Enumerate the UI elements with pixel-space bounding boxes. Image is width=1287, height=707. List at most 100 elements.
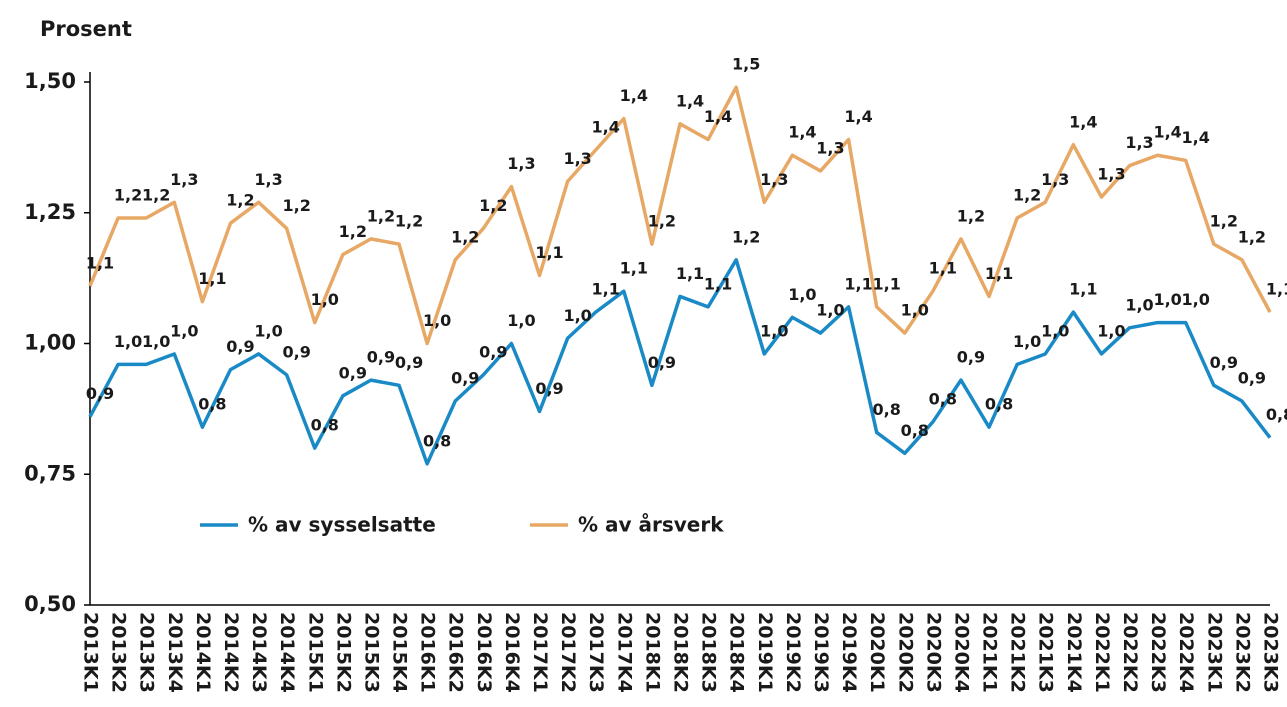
- x-tick-label: 2017K2: [557, 612, 579, 693]
- data-label: 1,3: [563, 149, 591, 168]
- data-label: 1,0: [507, 311, 535, 330]
- data-label: 1,3: [170, 170, 198, 189]
- data-label: 1,0: [1182, 290, 1210, 309]
- x-tick-label: 2022K3: [1147, 612, 1169, 693]
- data-label: 1,2: [142, 185, 170, 204]
- data-label: 0,9: [479, 342, 507, 361]
- x-tick-label: 2016K2: [445, 612, 467, 693]
- data-label: 1,1: [1266, 280, 1287, 299]
- data-label: 1,1: [676, 264, 704, 283]
- y-tick-label: 0,50: [24, 592, 76, 616]
- x-tick-label: 2019K1: [754, 612, 776, 693]
- x-tick-label: 2021K2: [1007, 612, 1029, 693]
- x-tick-label: 2017K1: [529, 612, 551, 693]
- x-tick-label: 2018K4: [726, 612, 748, 693]
- data-label: 1,0: [788, 285, 816, 304]
- data-label: 1,0: [311, 290, 339, 309]
- data-label: 0,8: [1266, 405, 1287, 424]
- x-tick-label: 2023K3: [1260, 612, 1282, 693]
- x-tick-label: 2021K3: [1035, 612, 1057, 693]
- data-label: 1,4: [676, 91, 704, 110]
- x-tick-label: 2021K4: [1063, 612, 1085, 693]
- data-label: 0,8: [311, 416, 339, 435]
- data-label: 0,8: [929, 389, 957, 408]
- x-tick-label: 2014K3: [248, 612, 270, 693]
- data-label: 0,9: [535, 379, 563, 398]
- data-label: 1,4: [704, 107, 732, 126]
- x-tick-label: 2019K2: [782, 612, 804, 693]
- data-label: 0,9: [648, 353, 676, 372]
- data-label: 1,0: [816, 301, 844, 320]
- x-tick-label: 2014K1: [192, 612, 214, 693]
- x-tick-label: 2013K4: [164, 612, 186, 693]
- data-label: 1,2: [367, 206, 395, 225]
- data-label: 1,0: [1125, 295, 1153, 314]
- data-label: 1,3: [254, 170, 282, 189]
- data-label: 1,2: [226, 191, 254, 210]
- x-tick-label: 2022K4: [1175, 612, 1197, 693]
- data-label: 1,3: [760, 170, 788, 189]
- data-label: 1,1: [844, 274, 872, 293]
- x-tick-label: 2020K1: [866, 612, 888, 693]
- x-tick-label: 2019K3: [810, 612, 832, 693]
- x-tick-label: 2022K2: [1119, 612, 1141, 693]
- data-label: 1,2: [1238, 227, 1266, 246]
- x-tick-label: 2016K3: [473, 612, 495, 693]
- x-tick-label: 2017K3: [585, 612, 607, 693]
- data-label: 1,0: [1153, 290, 1181, 309]
- x-tick-label: 2015K1: [304, 612, 326, 693]
- data-label: 0,9: [282, 342, 310, 361]
- legend-label: % av årsverk: [578, 513, 724, 537]
- data-label: 1,4: [620, 86, 648, 105]
- data-label: 1,1: [929, 259, 957, 278]
- data-label: 1,1: [620, 259, 648, 278]
- data-label: 0,8: [901, 421, 929, 440]
- data-label: 0,9: [451, 369, 479, 388]
- data-label: 1,3: [507, 154, 535, 173]
- data-label: 1,3: [816, 138, 844, 157]
- legend-label: % av sysselsatte: [248, 513, 436, 537]
- data-label: 0,8: [872, 400, 900, 419]
- data-label: 1,2: [1210, 212, 1238, 231]
- y-axis-label: Prosent: [40, 17, 132, 41]
- x-tick-label: 2023K1: [1203, 612, 1225, 693]
- data-label: 1,0: [901, 301, 929, 320]
- x-tick-label: 2014K2: [220, 612, 242, 693]
- y-tick-label: 1,25: [24, 200, 76, 224]
- data-label: 1,2: [1013, 185, 1041, 204]
- x-tick-label: 2014K4: [276, 612, 298, 693]
- x-tick-label: 2013K2: [108, 612, 130, 693]
- x-tick-label: 2020K2: [894, 612, 916, 693]
- data-label: 1,2: [957, 206, 985, 225]
- data-label: 1,5: [732, 55, 760, 74]
- data-label: 1,1: [535, 243, 563, 262]
- x-tick-label: 2021K1: [979, 612, 1001, 693]
- data-label: 1,2: [732, 227, 760, 246]
- data-label: 1,1: [1069, 280, 1097, 299]
- data-label: 0,9: [339, 363, 367, 382]
- x-tick-label: 2015K3: [360, 612, 382, 693]
- data-label: 0,8: [198, 395, 226, 414]
- data-label: 0,8: [985, 395, 1013, 414]
- data-label: 0,9: [1210, 353, 1238, 372]
- data-label: 1,2: [114, 185, 142, 204]
- line: [88, 85, 1272, 346]
- data-label: 1,1: [985, 264, 1013, 283]
- data-label: 0,9: [367, 348, 395, 367]
- data-label: 0,9: [226, 337, 254, 356]
- data-label: 1,1: [872, 274, 900, 293]
- x-tick-label: 2020K3: [922, 612, 944, 693]
- x-tick-label: 2022K1: [1091, 612, 1113, 693]
- data-label: 1,4: [1153, 123, 1181, 142]
- data-label: 1,4: [844, 107, 872, 126]
- data-label: 1,0: [423, 311, 451, 330]
- data-label: 1,1: [592, 280, 620, 299]
- data-label: 1,2: [282, 196, 310, 215]
- x-tick-label: 2016K4: [501, 612, 523, 693]
- x-tick-label: 2015K4: [389, 612, 411, 693]
- data-label: 1,0: [1041, 321, 1069, 340]
- data-label: 1,2: [395, 212, 423, 231]
- data-label: 1,3: [1097, 165, 1125, 184]
- data-label: 1,1: [198, 269, 226, 288]
